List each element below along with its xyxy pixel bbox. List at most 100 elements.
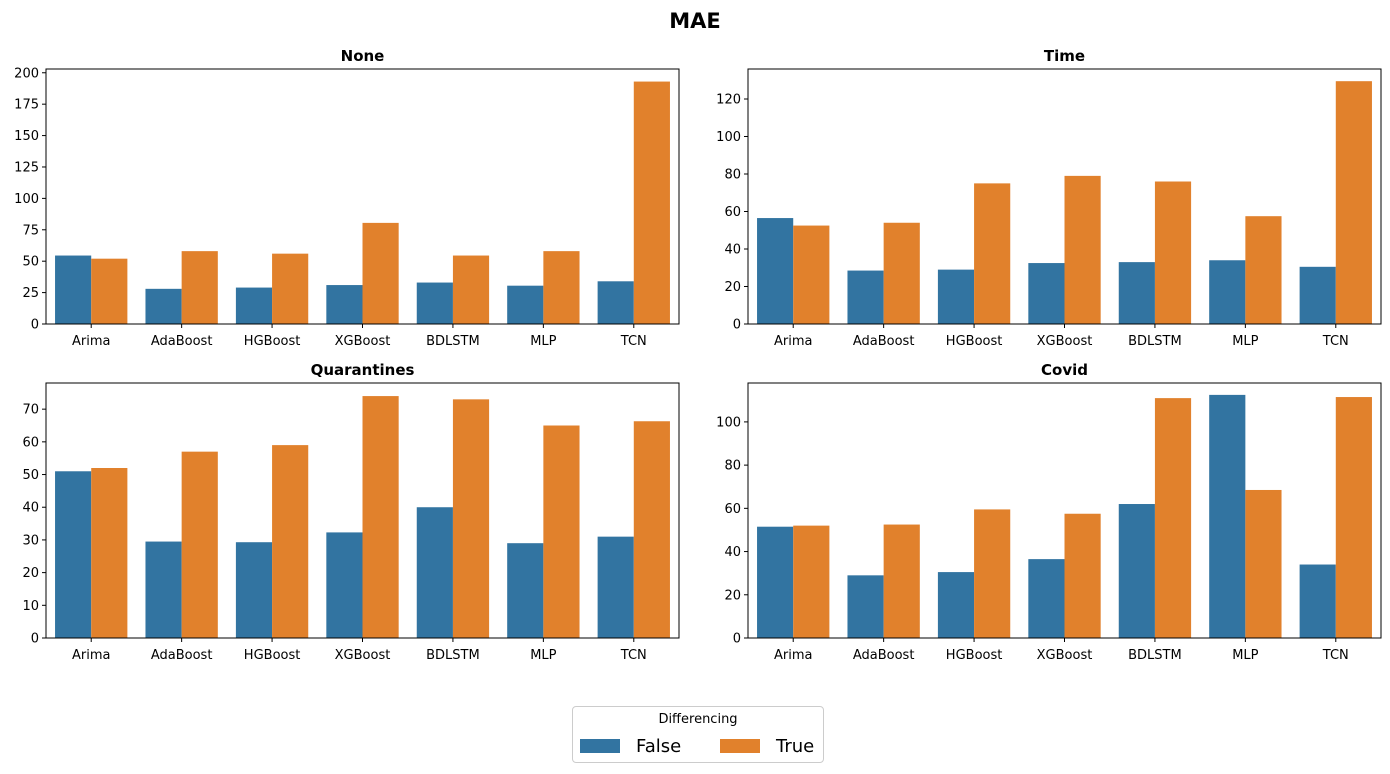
x-tick-label: TCN — [1322, 648, 1349, 663]
y-tick-label: 175 — [14, 98, 39, 113]
bar-false-adaboost — [847, 575, 884, 638]
bar-false-arima — [757, 218, 794, 324]
bar-false-tcn — [597, 536, 634, 638]
y-tick-label: 20 — [724, 280, 741, 295]
y-tick-label: 70 — [22, 403, 39, 418]
bar-false-bdlstm — [416, 507, 453, 638]
y-tick-label: 75 — [22, 223, 39, 238]
x-tick-label: XGBoost — [1037, 648, 1093, 663]
y-tick-label: 80 — [724, 168, 741, 183]
y-tick-label: 120 — [716, 93, 741, 108]
legend-title: Differencing — [658, 712, 738, 727]
y-tick-label: 30 — [22, 533, 39, 548]
bar-false-mlp — [507, 543, 544, 638]
y-tick-label: 40 — [724, 545, 741, 560]
x-tick-label: XGBoost — [1037, 334, 1093, 349]
x-tick-label: Arima — [72, 334, 110, 349]
bar-true-mlp — [1245, 489, 1282, 638]
x-tick-label: AdaBoost — [151, 334, 213, 349]
x-tick-label: TCN — [620, 648, 647, 663]
legend-label-false: False — [636, 735, 682, 757]
y-tick-label: 0 — [31, 632, 39, 647]
bar-true-mlp — [1245, 216, 1282, 324]
bar-false-hgboost — [235, 542, 273, 638]
chart-panel-1: 0 20 40 60 80 100 120 Arima AdaBoost HGBoost XGBoo… — [716, 47, 1382, 349]
bar-true-tcn — [633, 421, 670, 638]
bar-false-xgboost — [326, 532, 363, 638]
bar-true-arima — [91, 258, 128, 324]
x-tick-label: BDLSTM — [1128, 648, 1182, 663]
bar-true-bdlstm — [1154, 181, 1192, 324]
y-tick-label: 25 — [22, 286, 39, 301]
x-tick-label: AdaBoost — [853, 334, 915, 349]
bar-false-bdlstm — [1118, 262, 1155, 324]
legend-swatch-false — [580, 739, 620, 753]
bar-true-adaboost — [181, 251, 218, 324]
x-tick-label: Arima — [72, 648, 110, 663]
bar-true-bdlstm — [452, 255, 490, 324]
bar-true-hgboost — [974, 509, 1011, 638]
y-tick-label: 50 — [22, 255, 39, 270]
bar-false-xgboost — [326, 285, 363, 324]
bar-false-hgboost — [937, 572, 975, 638]
bar-true-xgboost — [362, 222, 399, 324]
bar-true-arima — [91, 468, 128, 638]
bar-true-xgboost — [1064, 175, 1101, 324]
chart-panel-0: 0 25 50 75 100 125 150 175 200 Arima AdaBoost HGBoo… — [14, 47, 680, 349]
plot-frame — [45, 382, 680, 639]
plot-frame — [747, 68, 1382, 325]
x-tick-label: XGBoost — [335, 648, 391, 663]
bar-false-tcn — [1299, 266, 1336, 324]
y-tick-label: 20 — [724, 588, 741, 603]
x-tick-label: BDLSTM — [1128, 334, 1182, 349]
x-tick-label: XGBoost — [335, 334, 391, 349]
y-tick-label: 125 — [14, 160, 39, 175]
x-tick-label: HGBoost — [946, 334, 1003, 349]
plot-frame — [45, 68, 680, 325]
y-tick-label: 50 — [22, 468, 39, 483]
bar-false-arima — [55, 471, 92, 638]
legend-label-true: True — [776, 735, 815, 757]
bar-true-bdlstm — [452, 399, 490, 638]
chart-title: Time — [1044, 47, 1085, 65]
x-tick-label: Arima — [774, 648, 812, 663]
bar-true-tcn — [633, 81, 670, 324]
y-tick-label: 100 — [716, 130, 741, 145]
legend-swatch-true — [720, 739, 760, 753]
x-tick-label: MLP — [530, 334, 556, 349]
bar-true-arima — [793, 525, 830, 638]
bar-true-bdlstm — [1154, 398, 1192, 638]
bar-true-adaboost — [883, 222, 920, 324]
y-tick-label: 200 — [14, 66, 39, 81]
bar-false-arima — [757, 526, 794, 638]
bar-false-bdlstm — [1118, 504, 1155, 638]
x-tick-label: BDLSTM — [426, 334, 480, 349]
y-tick-label: 100 — [716, 415, 741, 430]
y-tick-label: 40 — [22, 501, 39, 516]
chart-title: Covid — [1041, 361, 1088, 379]
bar-true-mlp — [543, 251, 580, 324]
legend: Differencing False True — [572, 706, 824, 763]
y-tick-label: 60 — [724, 502, 741, 517]
bar-false-adaboost — [847, 270, 884, 324]
bar-false-tcn — [1299, 564, 1336, 638]
x-tick-label: MLP — [1232, 334, 1258, 349]
bar-true-adaboost — [883, 524, 920, 638]
bar-true-xgboost — [1064, 513, 1101, 638]
bar-false-hgboost — [937, 269, 975, 324]
x-tick-label: MLP — [1232, 648, 1258, 663]
bar-false-adaboost — [145, 541, 182, 638]
chart-title: None — [341, 47, 385, 65]
y-tick-label: 0 — [733, 632, 741, 647]
figure-title: MAE — [669, 9, 721, 33]
bar-true-mlp — [543, 425, 580, 638]
bar-true-xgboost — [362, 396, 399, 638]
x-tick-label: AdaBoost — [151, 648, 213, 663]
bar-false-xgboost — [1028, 263, 1065, 324]
y-tick-label: 60 — [22, 435, 39, 450]
chart-title: Quarantines — [311, 361, 415, 379]
chart-panel-2: 0 10 20 30 40 50 60 70 Arima AdaBoost HGBoost XGBoo… — [22, 361, 680, 663]
y-tick-label: 40 — [724, 243, 741, 258]
y-tick-label: 80 — [724, 459, 741, 474]
bar-true-tcn — [1335, 397, 1372, 638]
